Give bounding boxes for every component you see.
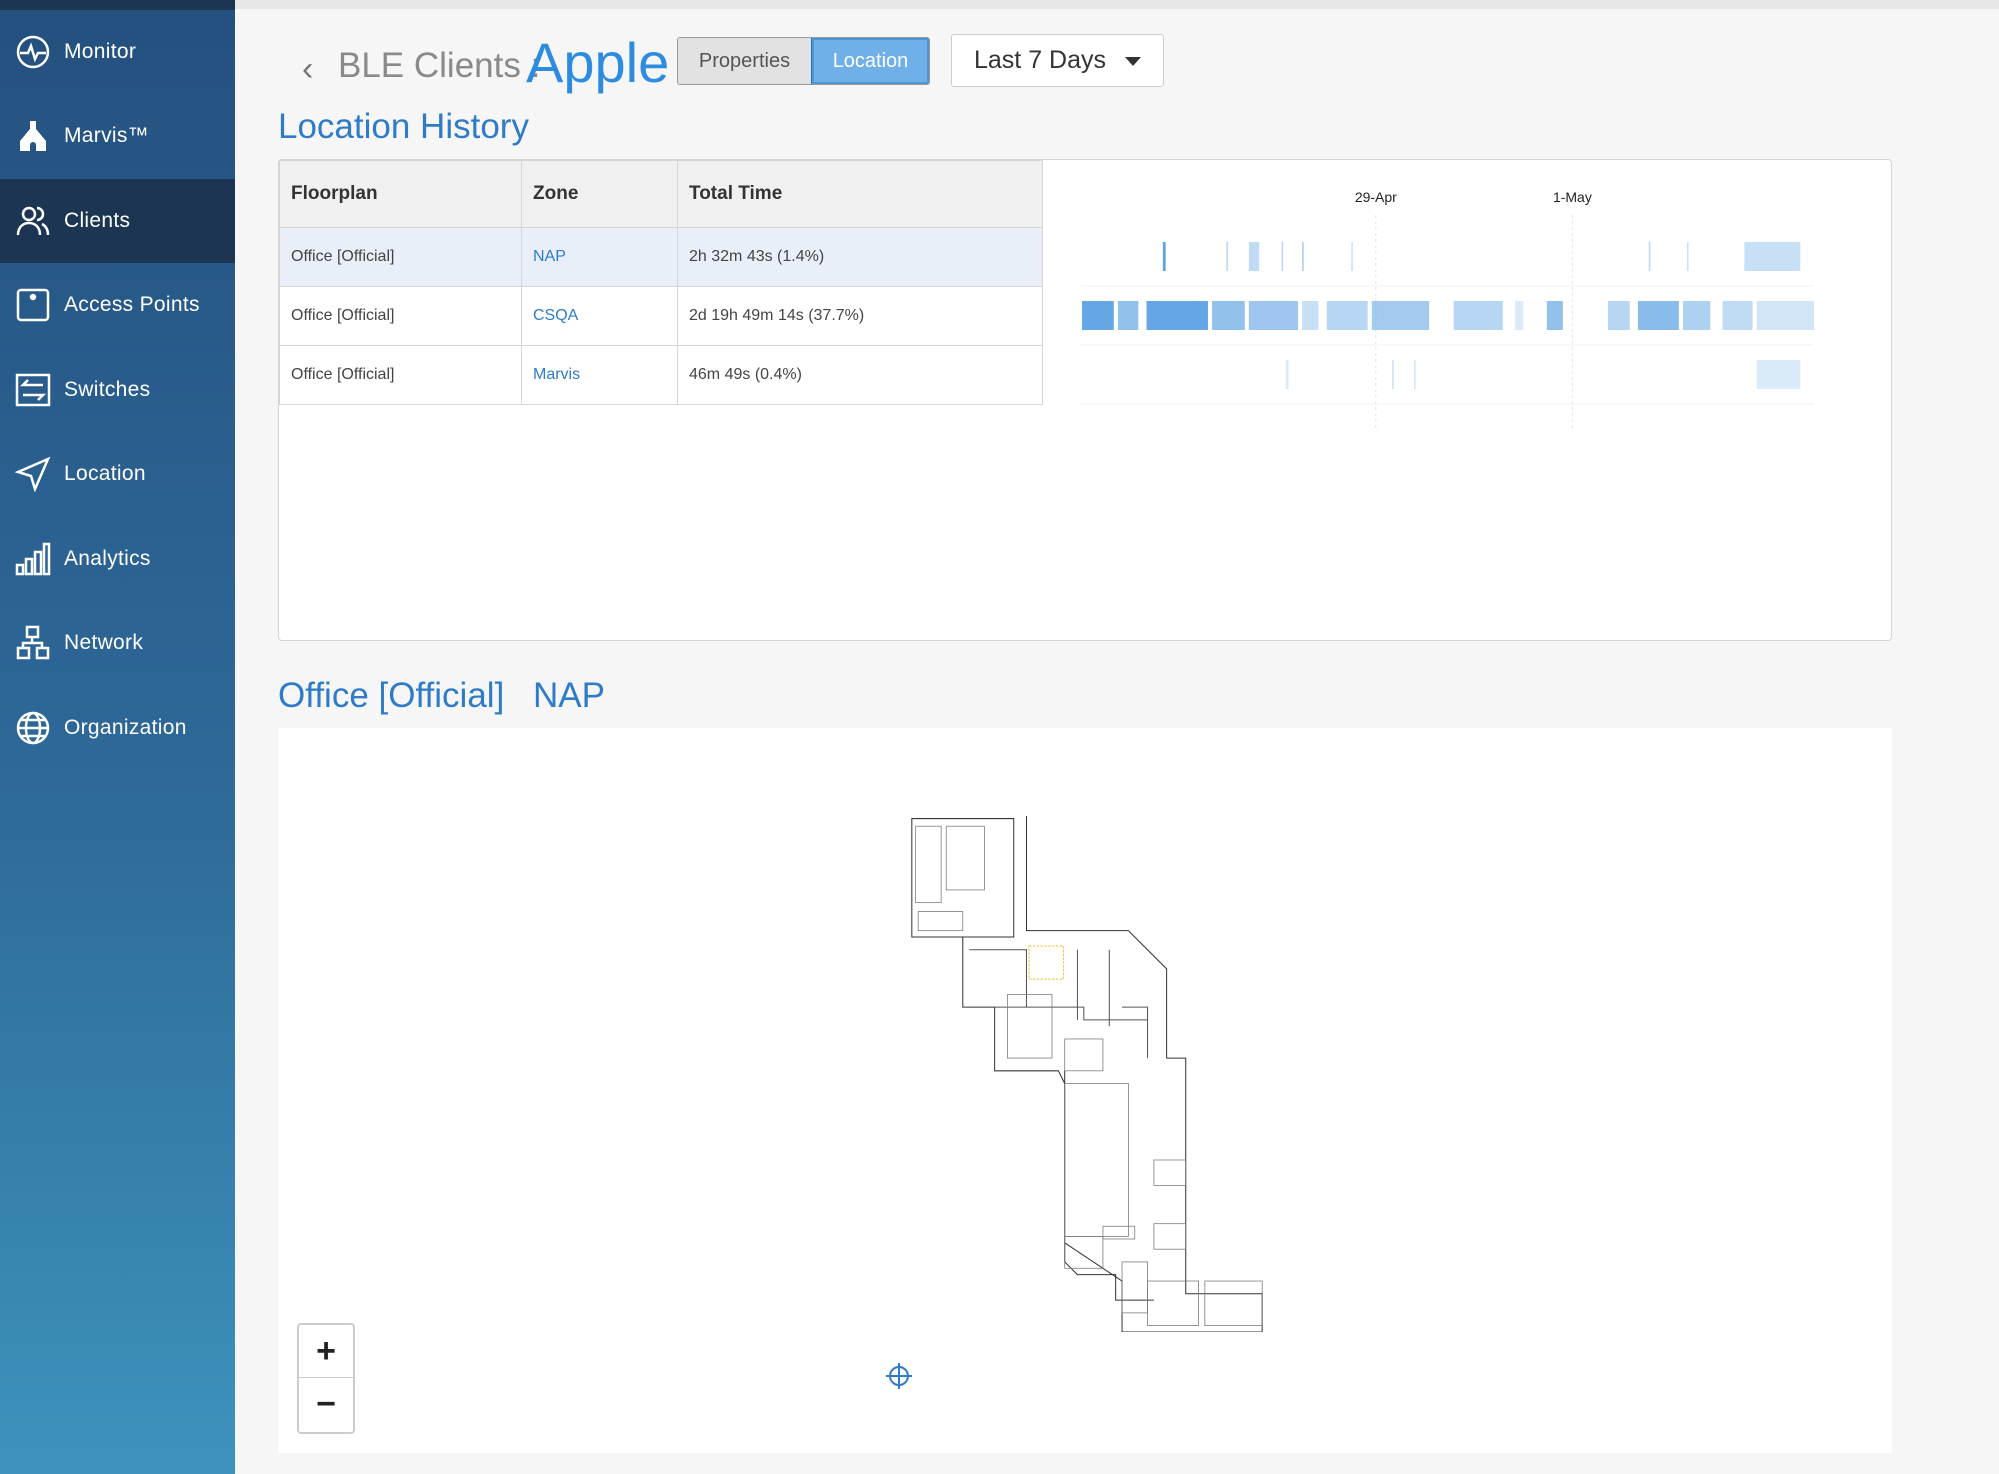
zoom-out-button[interactable]: − bbox=[316, 1385, 336, 1423]
sidebar-item-label: Network bbox=[64, 631, 144, 654]
sidebar-item-switches[interactable]: Switches bbox=[0, 348, 235, 432]
zone-link[interactable]: Marvis bbox=[533, 366, 581, 383]
chevron-down-icon bbox=[1125, 57, 1141, 66]
presence-bar-csqa bbox=[1607, 301, 1630, 330]
sidebar: Monitor Marvis™ Clients Access Points Sw… bbox=[0, 0, 235, 1474]
presence-bar-csqa bbox=[1326, 301, 1368, 330]
analytics-icon bbox=[15, 542, 51, 576]
column-header: Floorplan bbox=[279, 160, 522, 228]
tab-properties[interactable]: Properties bbox=[678, 38, 811, 84]
floorplan-cell: Office [Official] bbox=[279, 227, 522, 287]
sidebar-item-label: Marvis™ bbox=[64, 124, 149, 147]
presence-bar-csqa bbox=[1146, 301, 1208, 330]
tab-location[interactable]: Location bbox=[811, 38, 929, 84]
sidebar-item-monitor[interactable]: Monitor bbox=[0, 10, 235, 94]
sidebar-item-clients[interactable]: Clients bbox=[0, 179, 235, 263]
zoom-in-button[interactable]: + bbox=[299, 1325, 353, 1378]
crosshair-icon[interactable] bbox=[884, 1361, 914, 1391]
presence-bar-csqa bbox=[1453, 301, 1503, 330]
marvis-icon bbox=[20, 121, 46, 151]
x-tick-label: 29-Apr bbox=[1355, 189, 1397, 205]
sidebar-item-label: Location bbox=[64, 462, 146, 485]
section-title: Location History bbox=[278, 107, 529, 146]
presence-bar-marvis bbox=[1392, 360, 1394, 389]
presence-bar-csqa bbox=[1117, 301, 1139, 330]
presence-bar-csqa bbox=[1756, 301, 1814, 330]
map-zone-title: NAP bbox=[533, 676, 605, 715]
switches-icon bbox=[15, 373, 51, 407]
table-row[interactable]: Office [Official] NAP 2h 32m 43s (1.4%) bbox=[279, 227, 1043, 287]
sidebar-item-label: Monitor bbox=[64, 40, 137, 63]
x-tick-label: 1-May bbox=[1553, 189, 1592, 205]
map-floorplan-title: Office [Official] bbox=[278, 676, 505, 715]
presence-bar-nap bbox=[1744, 242, 1801, 271]
sidebar-item-label: Switches bbox=[64, 378, 151, 401]
presence-bar-marvis bbox=[1756, 360, 1801, 389]
sidebar-top-bar bbox=[0, 0, 235, 10]
zone-link[interactable]: NAP bbox=[533, 248, 566, 265]
presence-bar-csqa bbox=[1371, 301, 1430, 330]
presence-bar-nap bbox=[1281, 242, 1284, 271]
table-header: Floorplan Zone Total Time bbox=[279, 160, 1043, 228]
total-time-cell: 46m 49s (0.4%) bbox=[677, 345, 1043, 405]
total-time-cell: 2d 19h 49m 14s (37.7%) bbox=[677, 286, 1043, 346]
sidebar-item-label: Organization bbox=[64, 716, 187, 739]
presence-bar-csqa bbox=[1248, 301, 1299, 330]
presence-bar-csqa bbox=[1722, 301, 1753, 330]
presence-bar-nap bbox=[1226, 242, 1228, 271]
presence-bar-marvis bbox=[1285, 360, 1289, 389]
table-row[interactable]: Office [Official] Marvis 46m 49s (0.4%) bbox=[279, 345, 1043, 405]
presence-bar-csqa bbox=[1682, 301, 1711, 330]
presence-bar-nap bbox=[1687, 242, 1689, 271]
clients-icon bbox=[16, 206, 50, 236]
presence-bar-csqa bbox=[1637, 301, 1679, 330]
presence-bar-csqa bbox=[1546, 301, 1563, 330]
globe-icon bbox=[16, 711, 50, 745]
location-history-table: Floorplan Zone Total Time Office [Offici… bbox=[279, 160, 1043, 405]
sidebar-item-analytics[interactable]: Analytics bbox=[0, 517, 235, 601]
sidebar-item-network[interactable]: Network bbox=[0, 601, 235, 685]
sidebar-item-location[interactable]: Location bbox=[0, 432, 235, 516]
zoom-controls: + − bbox=[297, 1323, 355, 1434]
sidebar-item-label: Analytics bbox=[64, 547, 151, 570]
view-toggle: Properties Location bbox=[677, 37, 930, 85]
presence-bar-nap bbox=[1351, 242, 1353, 271]
column-header: Zone bbox=[521, 160, 678, 228]
presence-bar-csqa bbox=[1515, 301, 1524, 330]
time-range-dropdown[interactable]: Last 7 Days bbox=[951, 34, 1164, 87]
page-title: Apple bbox=[526, 31, 670, 94]
monitor-icon bbox=[16, 35, 50, 69]
network-icon bbox=[16, 625, 50, 660]
sidebar-item-organization[interactable]: Organization bbox=[0, 686, 235, 770]
location-history-card: Floorplan Zone Total Time Office [Offici… bbox=[278, 159, 1892, 641]
presence-bar-nap bbox=[1248, 242, 1260, 271]
presence-bar-nap bbox=[1648, 242, 1651, 271]
presence-bar-nap bbox=[1302, 242, 1304, 271]
presence-bar-csqa bbox=[1212, 301, 1245, 330]
sidebar-item-access-points[interactable]: Access Points bbox=[0, 263, 235, 347]
top-bar bbox=[235, 0, 1999, 9]
nap-zone-highlight bbox=[1028, 945, 1064, 980]
back-chevron-icon[interactable]: ‹ bbox=[302, 50, 314, 88]
column-header: Total Time bbox=[677, 160, 1043, 228]
location-arrow-icon bbox=[15, 456, 51, 492]
location-timeline-chart: 29-Apr 1-May bbox=[1081, 189, 1814, 430]
sidebar-item-marvis[interactable]: Marvis™ bbox=[0, 94, 235, 178]
floorplan-image bbox=[911, 816, 1263, 1332]
presence-bar-nap bbox=[1162, 242, 1166, 271]
breadcrumb[interactable]: BLE Clients : bbox=[338, 46, 541, 85]
presence-bar-csqa bbox=[1302, 301, 1319, 330]
zone-link[interactable]: CSQA bbox=[533, 307, 579, 324]
floorplan-cell: Office [Official] bbox=[279, 345, 522, 405]
presence-bar-marvis bbox=[1414, 360, 1416, 389]
sidebar-item-label: Clients bbox=[64, 209, 131, 232]
presence-bar-csqa bbox=[1082, 301, 1114, 330]
sidebar-item-label: Access Points bbox=[64, 293, 200, 316]
access-point-icon bbox=[16, 288, 50, 322]
total-time-cell: 2h 32m 43s (1.4%) bbox=[677, 227, 1043, 287]
time-range-value: Last 7 Days bbox=[974, 46, 1107, 74]
floorplan-map[interactable]: + − bbox=[278, 728, 1892, 1453]
